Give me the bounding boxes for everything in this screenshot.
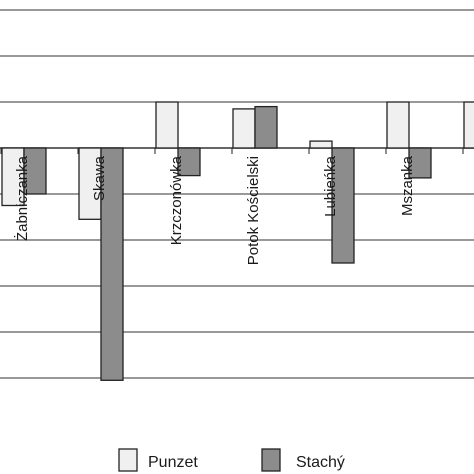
legend-label-punzet: Punzet bbox=[148, 454, 198, 471]
category-label: Mszanka bbox=[399, 155, 416, 216]
bars bbox=[1, 101, 474, 381]
category-label: Potok Kościelski bbox=[245, 156, 262, 265]
category-label: Żabniczanka bbox=[13, 155, 31, 241]
bar-punzet-5 bbox=[386, 101, 410, 149]
category-labels: Żabniczanka Skawa Krzczonówka Potok Kościel… bbox=[13, 155, 416, 265]
bar-punzet-3 bbox=[232, 108, 256, 149]
bar-punzet-6 bbox=[463, 101, 474, 149]
category-label: Lubieńka bbox=[322, 155, 339, 217]
bar-stachý-4 bbox=[331, 147, 355, 264]
bar-punzet-2 bbox=[155, 101, 179, 149]
legend-swatch-punzet bbox=[118, 448, 138, 472]
bar-stachý-2 bbox=[177, 147, 201, 177]
axis-ticks bbox=[0, 148, 464, 154]
bar-stachý-0 bbox=[23, 147, 47, 195]
bar-punzet-4 bbox=[309, 140, 333, 149]
legend-swatch-stachy bbox=[261, 448, 281, 472]
bar-stachý-5 bbox=[408, 147, 432, 179]
bar-stachý-3 bbox=[254, 105, 278, 149]
category-label: Skawa bbox=[91, 155, 108, 201]
category-label: Krzczonówka bbox=[168, 155, 185, 245]
legend-label-stachy: Stachý bbox=[296, 454, 345, 471]
bar-stachý-1 bbox=[100, 147, 124, 381]
legend: Punzet Stachý bbox=[118, 448, 345, 472]
